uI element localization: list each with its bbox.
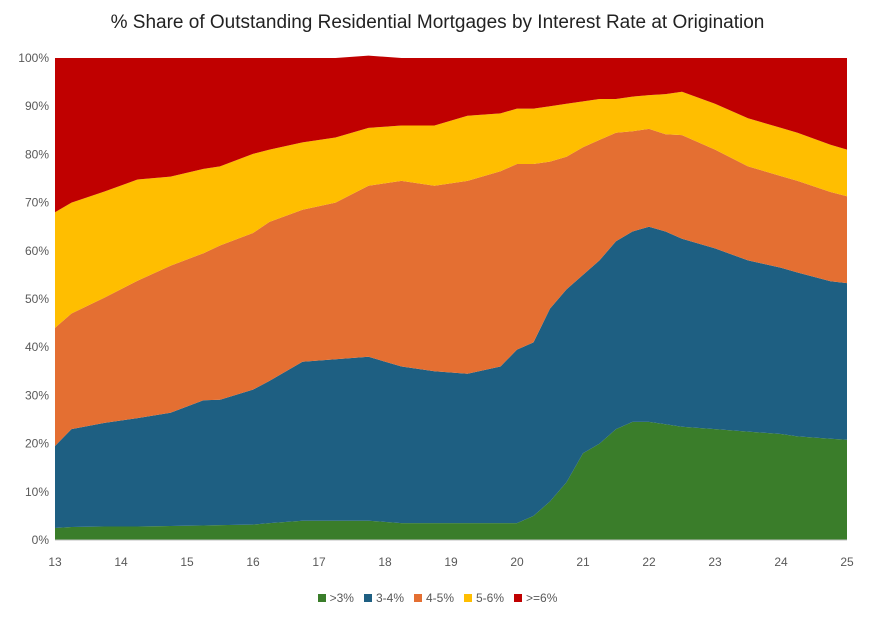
y-tick-label: 70% xyxy=(25,196,49,210)
legend-swatch xyxy=(363,594,372,602)
x-tick-label: 22 xyxy=(642,555,656,569)
area-series-1 xyxy=(55,421,847,540)
legend-item: >3% xyxy=(317,591,354,605)
x-tick-label: 14 xyxy=(114,555,128,569)
legend-swatch xyxy=(464,594,472,602)
legend-label: 5-6% xyxy=(476,591,505,605)
x-tick-label: 24 xyxy=(774,555,788,569)
legend-item: 5-6% xyxy=(464,591,504,605)
area-series-2 xyxy=(55,226,847,528)
x-tick-label: 16 xyxy=(246,555,260,569)
legend-label: >=6% xyxy=(526,591,558,605)
legend-item: >=6% xyxy=(514,591,557,605)
y-tick-label: 0% xyxy=(32,533,50,547)
y-tick-label: 100% xyxy=(18,51,49,65)
x-tick-label: 15 xyxy=(180,555,194,569)
x-tick-label: 13 xyxy=(48,555,62,569)
x-tick-label: 19 xyxy=(444,555,458,569)
x-tick-label: 21 xyxy=(576,555,590,569)
y-tick-label: 20% xyxy=(25,437,49,451)
legend-swatch xyxy=(413,594,422,602)
legend-item: 4-5% xyxy=(413,591,454,605)
legend-item: 3-4% xyxy=(363,591,404,605)
y-tick-label: 90% xyxy=(25,99,49,113)
x-tick-label: 18 xyxy=(378,555,392,569)
x-tick-label: 25 xyxy=(840,555,854,569)
y-tick-label: 60% xyxy=(25,244,49,258)
y-tick-label: 80% xyxy=(25,147,49,161)
legend: >3% 3-4% 4-5% 5-6% >=6% xyxy=(0,591,875,605)
legend-swatch xyxy=(317,594,326,602)
area-series-4 xyxy=(55,91,847,328)
legend-swatch xyxy=(514,594,523,602)
area-series-5 xyxy=(55,55,847,213)
area-series-3 xyxy=(55,128,847,446)
y-tick-label: 30% xyxy=(25,388,49,402)
y-tick-label: 50% xyxy=(25,292,49,306)
x-tick-label: 20 xyxy=(510,555,524,569)
legend-label: 4-5% xyxy=(425,591,454,605)
y-tick-label: 40% xyxy=(25,340,49,354)
y-tick-label: 10% xyxy=(25,485,49,499)
x-tick-label: 17 xyxy=(312,555,326,569)
legend-label: 3-4% xyxy=(375,591,404,605)
x-tick-label: 23 xyxy=(708,555,722,569)
chart-title: % Share of Outstanding Residential Mortg… xyxy=(110,12,765,33)
legend-label: >3% xyxy=(329,591,354,605)
